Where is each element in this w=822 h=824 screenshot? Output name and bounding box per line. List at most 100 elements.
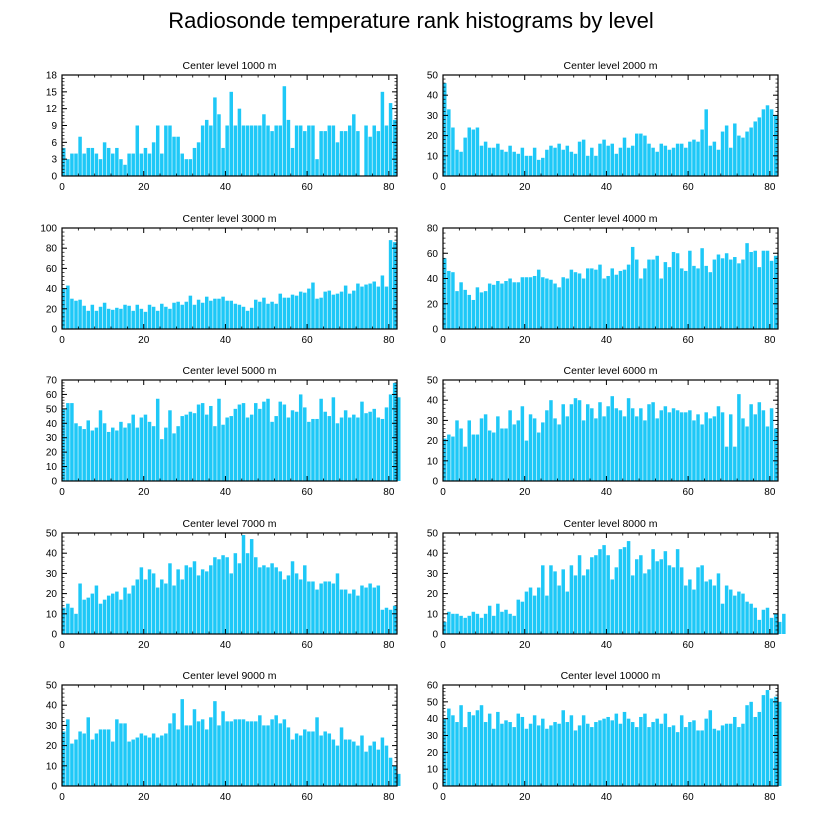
histogram-bar bbox=[119, 308, 123, 329]
histogram-bar bbox=[663, 145, 668, 176]
histogram-bar bbox=[577, 141, 582, 176]
histogram-bar bbox=[388, 103, 393, 176]
histogram-bar bbox=[614, 274, 619, 329]
histogram-bar bbox=[233, 408, 238, 481]
histogram-bar bbox=[737, 263, 741, 329]
y-tick-label: 0 bbox=[51, 172, 57, 183]
histogram-bar bbox=[111, 593, 115, 634]
y-tick-label: 6 bbox=[51, 138, 57, 149]
histogram-bar bbox=[78, 136, 82, 176]
x-tick-label: 40 bbox=[220, 182, 232, 193]
y-tick-label: 20 bbox=[46, 741, 58, 752]
y-tick-label: 0 bbox=[51, 630, 57, 641]
histogram-bar bbox=[704, 412, 708, 481]
histogram-bar bbox=[541, 422, 545, 481]
histogram-bar bbox=[618, 723, 623, 786]
histogram-bar bbox=[724, 446, 729, 481]
histogram-bar bbox=[286, 119, 291, 176]
histogram-bar bbox=[585, 404, 590, 481]
y-tick-label: 40 bbox=[46, 284, 58, 295]
histogram-bar bbox=[541, 157, 545, 176]
histogram-bar bbox=[724, 253, 729, 329]
histogram-bar bbox=[217, 398, 221, 481]
histogram-bar bbox=[602, 718, 606, 786]
histogram-bar bbox=[508, 722, 512, 786]
histogram-bar bbox=[94, 427, 99, 481]
histogram-bar bbox=[639, 133, 643, 176]
histogram-bar bbox=[626, 541, 631, 634]
histogram-bar bbox=[143, 414, 148, 481]
histogram-bar bbox=[692, 265, 696, 330]
histogram-bar bbox=[376, 749, 381, 786]
histogram-bar bbox=[360, 286, 364, 329]
histogram-bar bbox=[643, 268, 647, 329]
histogram-bar bbox=[266, 303, 270, 329]
y-tick-label: 40 bbox=[427, 396, 439, 407]
histogram-bar bbox=[172, 136, 176, 176]
histogram-bar bbox=[245, 553, 250, 634]
histogram-bar bbox=[303, 729, 307, 786]
histogram-bar bbox=[536, 725, 541, 786]
histogram-bar bbox=[270, 131, 274, 176]
histogram-bar bbox=[115, 307, 119, 329]
histogram-bar bbox=[368, 411, 372, 481]
histogram-bar bbox=[467, 711, 471, 786]
histogram-bar bbox=[700, 129, 704, 176]
histogram-bar bbox=[90, 304, 95, 329]
histogram-bar bbox=[598, 402, 602, 481]
histogram-bar bbox=[327, 290, 332, 329]
y-tick-label: 50 bbox=[46, 681, 58, 692]
x-tick-label: 80 bbox=[383, 335, 395, 346]
histogram-bar bbox=[483, 613, 488, 634]
histogram-bar bbox=[585, 268, 590, 329]
histogram-bar bbox=[757, 619, 762, 634]
histogram-bar bbox=[492, 728, 496, 786]
histogram-bar bbox=[663, 551, 668, 634]
histogram-bar bbox=[581, 575, 586, 634]
y-tick-label: 30 bbox=[46, 569, 58, 580]
histogram-bar bbox=[778, 621, 782, 634]
x-tick-label: 20 bbox=[519, 487, 531, 498]
histogram-bar bbox=[655, 718, 659, 786]
histogram-bar bbox=[172, 302, 176, 329]
histogram-bar bbox=[204, 729, 209, 786]
histogram-bar bbox=[249, 414, 254, 481]
histogram-bar bbox=[98, 729, 103, 786]
histogram-bar bbox=[303, 131, 307, 176]
histogram-bar bbox=[520, 277, 525, 329]
histogram-bar bbox=[278, 571, 283, 634]
histogram-bar bbox=[384, 286, 389, 329]
y-tick-label: 0 bbox=[51, 782, 57, 793]
histogram-bar bbox=[392, 765, 397, 786]
histogram-bar bbox=[573, 575, 578, 634]
histogram-bar bbox=[172, 713, 176, 786]
histogram-bar bbox=[610, 396, 614, 481]
histogram-bar bbox=[565, 722, 570, 786]
histogram-bar bbox=[614, 713, 619, 786]
histogram-bar bbox=[618, 410, 623, 481]
histogram-bar bbox=[679, 567, 684, 634]
histogram-bar bbox=[749, 404, 753, 481]
histogram-bar bbox=[245, 310, 250, 329]
histogram-bar bbox=[335, 573, 340, 634]
x-tick-label: 0 bbox=[440, 335, 446, 346]
histogram-bar bbox=[164, 306, 168, 329]
histogram-bar bbox=[724, 125, 729, 176]
histogram-bar bbox=[643, 573, 647, 634]
histogram-bar bbox=[241, 719, 246, 786]
histogram-bar bbox=[569, 151, 574, 176]
histogram-bar bbox=[761, 109, 766, 176]
histogram-bar bbox=[528, 155, 533, 176]
histogram-bar bbox=[651, 549, 655, 634]
histogram-bar bbox=[258, 408, 262, 481]
histogram-bar bbox=[106, 595, 111, 634]
histogram-bar bbox=[716, 254, 721, 329]
histogram-bar bbox=[343, 589, 348, 634]
histogram-bar bbox=[728, 723, 733, 786]
histogram-bar bbox=[630, 246, 635, 329]
histogram-bar bbox=[180, 416, 184, 481]
histogram-bar bbox=[127, 153, 131, 176]
histogram-bar bbox=[343, 131, 348, 176]
histogram-bar bbox=[356, 283, 360, 329]
